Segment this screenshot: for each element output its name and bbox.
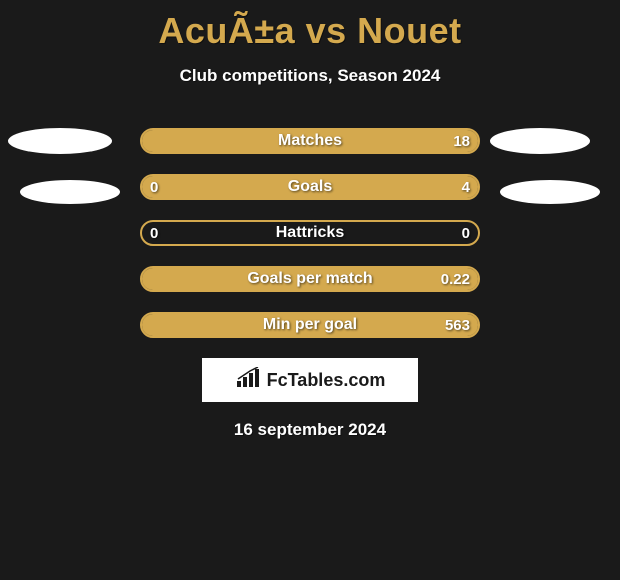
stat-bar-right: [142, 268, 478, 290]
stat-value-right: 0: [462, 220, 470, 246]
snapshot-date: 16 september 2024: [0, 420, 620, 440]
stat-row: Goals04: [140, 174, 480, 200]
stat-value-right: 0.22: [441, 266, 470, 292]
stat-row: Goals per match0.22: [140, 266, 480, 292]
stat-value-right: 18: [453, 128, 470, 154]
stat-bar-track: [140, 312, 480, 338]
stat-bar-track: [140, 174, 480, 200]
page-subtitle: Club competitions, Season 2024: [0, 66, 620, 86]
source-logo-box: FcTables.com: [202, 358, 418, 402]
source-logo-text: FcTables.com: [267, 370, 386, 391]
player-marker-ellipse: [20, 180, 120, 204]
stat-bar-track: [140, 128, 480, 154]
stat-row: Hattricks00: [140, 220, 480, 246]
comparison-chart: Matches18Goals04Hattricks00Goals per mat…: [0, 128, 620, 338]
stat-bar-track: [140, 220, 480, 246]
stat-value-left: 0: [150, 220, 158, 246]
stat-bar-right: [142, 314, 478, 336]
stat-value-right: 563: [445, 312, 470, 338]
stat-value-left: 0: [150, 174, 158, 200]
stat-bar-right: [202, 176, 478, 198]
stat-value-right: 4: [462, 174, 470, 200]
player-marker-ellipse: [500, 180, 600, 204]
stat-bar-right: [142, 130, 478, 152]
stat-row: Min per goal563: [140, 312, 480, 338]
stat-bar-track: [140, 266, 480, 292]
chart-icon: [235, 367, 263, 394]
player-marker-ellipse: [8, 128, 112, 154]
page-title: AcuÃ±a vs Nouet: [0, 0, 620, 52]
stat-row: Matches18: [140, 128, 480, 154]
player-marker-ellipse: [490, 128, 590, 154]
